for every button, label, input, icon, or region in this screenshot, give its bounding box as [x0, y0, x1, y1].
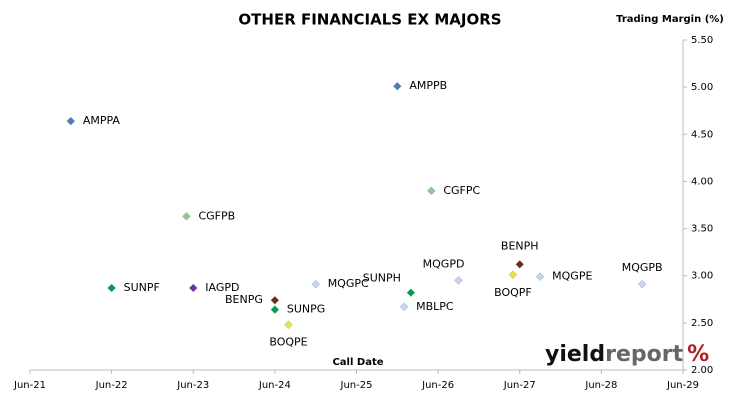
x-tick-label: Jun-26	[421, 380, 454, 391]
point	[270, 295, 280, 305]
y-tick-label: 3.00	[691, 271, 713, 282]
y-tick-label: 4.00	[691, 176, 713, 187]
point-label: BENPG	[225, 293, 263, 306]
point	[107, 283, 116, 293]
point	[508, 270, 518, 280]
point-label: MQGPC	[328, 277, 369, 290]
point-label: CGFPB	[198, 209, 235, 222]
x-tick-label: Jun-22	[95, 380, 128, 391]
y-tick-label: 2.00	[691, 365, 713, 376]
y-tick-label: 4.50	[691, 129, 713, 140]
y-tick-label: 3.50	[691, 224, 713, 235]
logo-part: report	[605, 342, 683, 367]
logo-part: yield	[545, 342, 605, 367]
point	[427, 186, 436, 196]
point-label: BOQPE	[269, 336, 307, 349]
x-tick-label: Jun-28	[584, 380, 617, 391]
x-tick-label: Jun-21	[13, 380, 46, 391]
point	[454, 276, 463, 285]
point-label: IAGPD	[205, 281, 239, 294]
x-tick-label: Jun-25	[340, 380, 373, 391]
point	[535, 272, 545, 281]
point	[393, 81, 402, 91]
point	[399, 302, 409, 312]
point	[311, 279, 320, 289]
logo-part: %	[687, 342, 709, 367]
point-label: SUNPF	[124, 281, 160, 294]
point	[637, 279, 647, 289]
point-label: BENPH	[501, 239, 539, 252]
y-tick-label: 5.00	[691, 82, 713, 93]
x-axis-title: Call Date	[332, 357, 383, 368]
x-tick-label: Jun-27	[503, 380, 536, 391]
point	[515, 260, 525, 269]
point	[66, 116, 76, 126]
point-label: AMPPA	[83, 114, 121, 127]
point-label: CGFPC	[443, 184, 480, 197]
point-label: MQGPD	[423, 257, 465, 270]
point-label: SUNPG	[287, 303, 325, 316]
logo: yieldreport%	[545, 342, 709, 367]
y-tick-label: 2.50	[691, 318, 713, 329]
x-tick-label: Jun-23	[176, 380, 209, 391]
point-label: BOQPF	[494, 286, 532, 299]
y-tick-label: 5.50	[691, 35, 713, 46]
point-label: AMPPB	[409, 79, 447, 92]
chart-title: OTHER FINANCIALS EX MAJORS	[238, 11, 501, 29]
point	[182, 212, 191, 221]
point	[406, 288, 416, 297]
x-tick-label: Jun-29	[666, 380, 699, 391]
x-tick-label: Jun-24	[258, 380, 291, 391]
point-label: MBLPC	[416, 300, 454, 313]
point-label: SUNPH	[363, 272, 401, 285]
point-label: MQGPE	[552, 270, 592, 283]
point-label: MQGPB	[622, 261, 663, 274]
point	[188, 283, 198, 293]
point	[270, 305, 280, 314]
point	[284, 320, 293, 330]
y-axis-title: Trading Margin (%)	[616, 14, 724, 25]
